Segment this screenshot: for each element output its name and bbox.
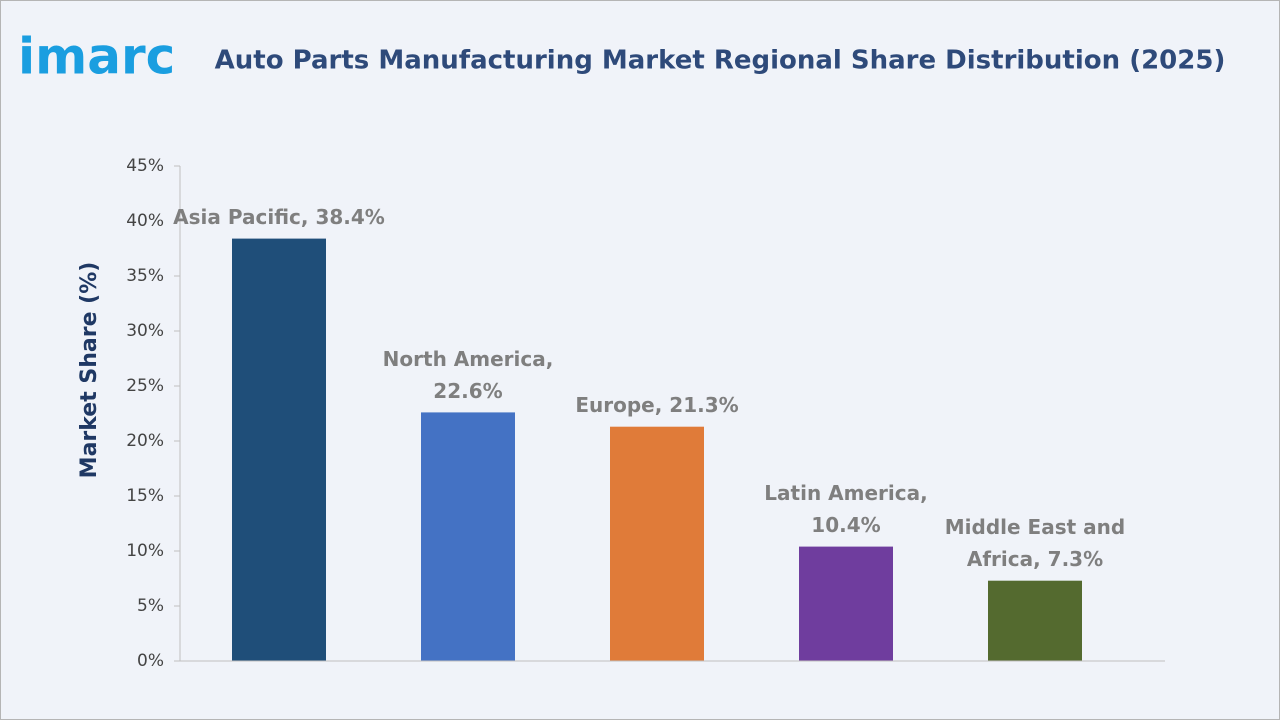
y-tick-label: 20% (126, 431, 164, 451)
value-label: 10.4% (811, 513, 880, 537)
y-tick-label: 35% (126, 266, 164, 286)
y-tick-label: 25% (126, 376, 164, 396)
bar (421, 412, 515, 661)
value-label: Latin America, (764, 481, 927, 505)
y-tick-label: 40% (126, 211, 164, 231)
y-tick-label: 45% (126, 156, 164, 176)
value-label: Asia Pacific, 38.4% (173, 205, 385, 229)
y-tick-label: 10% (126, 541, 164, 561)
bar (988, 580, 1082, 661)
bar (232, 238, 326, 661)
y-tick-label: 0% (137, 651, 164, 671)
bar (610, 426, 704, 661)
value-label: Africa, 7.3% (967, 547, 1103, 571)
y-tick-label: 5% (137, 596, 164, 616)
value-label: Europe, 21.3% (575, 393, 738, 417)
y-axis-label: Market Share (%) (77, 262, 102, 479)
value-label: 22.6% (433, 379, 502, 403)
bar (799, 546, 893, 661)
chart-title: Auto Parts Manufacturing Market Regional… (215, 46, 1226, 76)
y-tick-label: 15% (126, 486, 164, 506)
y-tick-label: 30% (126, 321, 164, 341)
logo: imarc (18, 28, 175, 86)
value-label: Middle East and (945, 515, 1125, 539)
value-label: North America, (383, 347, 554, 371)
